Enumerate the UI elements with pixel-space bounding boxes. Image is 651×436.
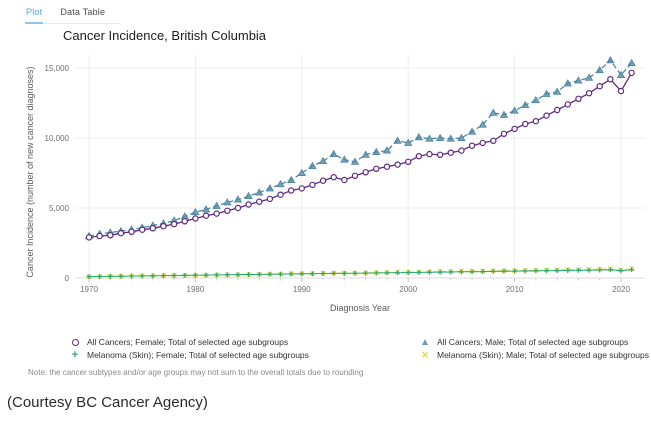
triangle-marker-icon: [420, 339, 430, 345]
legend-item-male-all-cancers[interactable]: All Cancers; Male; Total of selected age…: [420, 336, 649, 348]
courtesy-caption: (Courtesy BC Cancer Agency): [7, 394, 208, 411]
legend-label: All Cancers; Female; Total of selected a…: [87, 337, 289, 347]
cancer-incidence-line-chart: 0 5,000 10,000 15,000 1970 1980 1990 2000 2010 20…: [25, 55, 645, 313]
svg-text:1990: 1990: [293, 285, 311, 294]
svg-text:Cancer Incidence (number of ne: Cancer Incidence (number of new cancer d…: [25, 66, 35, 277]
legend-label: All Cancers; Male; Total of selected age…: [437, 337, 629, 347]
legend-item-female-all-cancers[interactable]: All Cancers; Female; Total of selected a…: [70, 336, 420, 348]
legend-item-melanoma-female[interactable]: + Melanoma (Skin); Female; Total of sele…: [70, 349, 420, 361]
svg-text:1970: 1970: [80, 285, 98, 294]
svg-text:1980: 1980: [187, 285, 205, 294]
legend-item-melanoma-male[interactable]: ✕ Melanoma (Skin); Male; Total of select…: [420, 349, 649, 361]
svg-text:15,000: 15,000: [45, 64, 70, 73]
svg-text:2020: 2020: [612, 285, 630, 294]
legend-label: Melanoma (Skin); Male; Total of selected…: [437, 350, 649, 360]
tab-plot[interactable]: Plot: [25, 4, 44, 24]
svg-text:5,000: 5,000: [49, 204, 70, 213]
svg-text:10,000: 10,000: [45, 134, 70, 143]
tab-data-table[interactable]: Data Table: [60, 7, 106, 17]
plus-marker-icon: +: [71, 349, 79, 361]
svg-text:Diagnosis Year: Diagnosis Year: [330, 303, 390, 313]
x-marker-icon: ✕: [421, 350, 429, 360]
open-circle-marker-icon: [70, 338, 80, 346]
chart-legend: All Cancers; Female; Total of selected a…: [70, 336, 649, 361]
chart-title: Cancer Incidence, British Columbia: [63, 28, 267, 43]
footnote: Note: the cancer subtypes and/or age gro…: [28, 368, 364, 377]
tab-bar: Plot Data Table: [25, 4, 121, 24]
svg-text:0: 0: [65, 274, 70, 283]
svg-text:2000: 2000: [399, 285, 417, 294]
legend-label: Melanoma (Skin); Female; Total of select…: [87, 350, 309, 360]
svg-text:2010: 2010: [506, 285, 524, 294]
